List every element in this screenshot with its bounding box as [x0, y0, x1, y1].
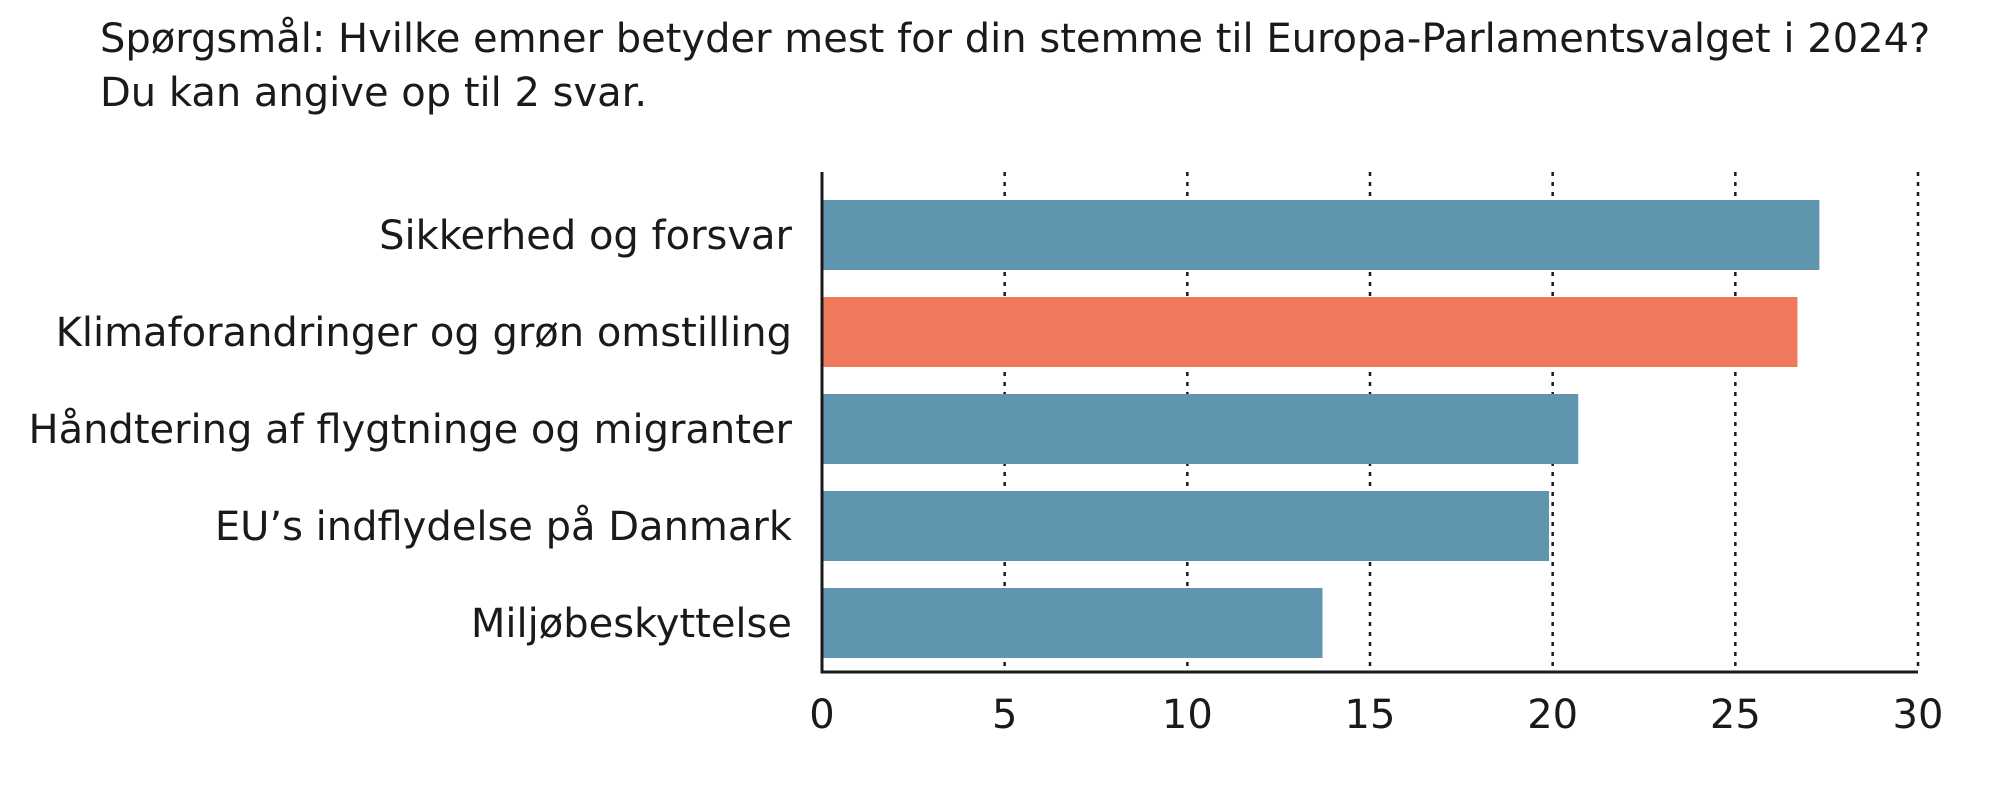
category-label: EU’s indflydelse på Danmark [215, 504, 793, 550]
chart-title: Spørgsmål: Hvilke emner betyder mest for… [100, 12, 1980, 120]
category-label: Klimaforandringer og grøn omstilling [56, 310, 792, 356]
x-tick-label: 20 [1527, 692, 1578, 738]
bar [822, 588, 1323, 658]
bars [822, 200, 1820, 658]
bar [822, 297, 1798, 367]
bar [822, 200, 1820, 270]
category-label: Sikkerhed og forsvar [379, 213, 792, 259]
category-label: Miljøbeskyttelse [471, 601, 792, 647]
bar [822, 491, 1550, 561]
x-tick-label: 5 [992, 692, 1017, 738]
x-tick-label: 25 [1710, 692, 1761, 738]
x-tick-label: 10 [1162, 692, 1213, 738]
bar [822, 394, 1579, 464]
chart-subtitle: Du kan angive op til 2 svar. [100, 70, 648, 116]
category-labels: Sikkerhed og forsvar Klimaforandringer og… [28, 213, 792, 647]
axes [820, 172, 1918, 674]
x-tick-label: 30 [1893, 692, 1944, 738]
category-label: Håndtering af flygtninge og migranter [28, 407, 792, 453]
x-tick-label: 15 [1345, 692, 1396, 738]
x-tick-labels: 0 5 10 15 20 25 30 [809, 692, 1943, 738]
x-tick-label: 0 [809, 692, 834, 738]
chart-title-line: Spørgsmål: Hvilke emner betyder mest for… [100, 16, 1931, 62]
